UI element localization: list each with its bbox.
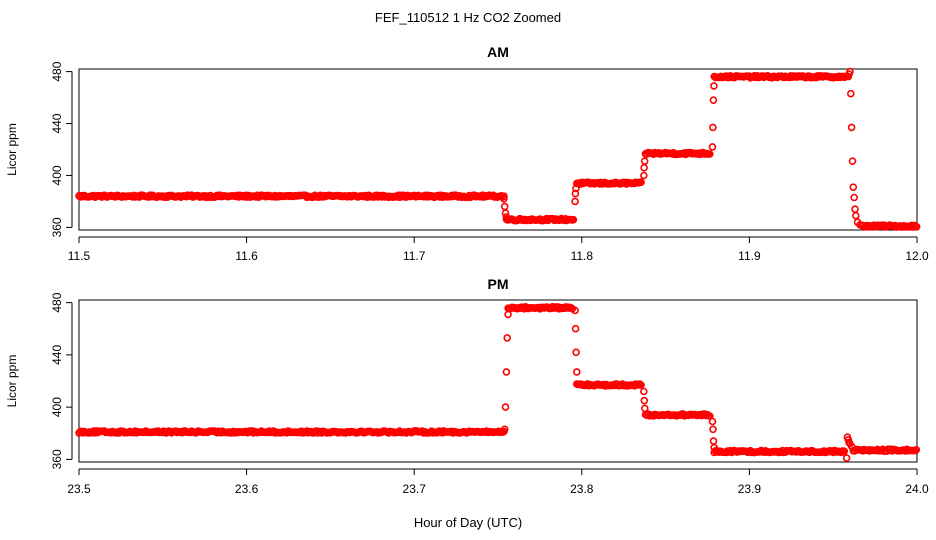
y-tick-label: 400	[50, 397, 64, 417]
y-tick-label: 440	[50, 113, 64, 133]
data-point	[640, 396, 649, 405]
x-tick-label: 12.0	[905, 249, 929, 263]
y-tick-label: 360	[50, 217, 64, 237]
x-tick-label: 11.5	[68, 249, 91, 263]
data-point	[500, 202, 509, 211]
data-point	[502, 368, 511, 376]
data-point	[640, 157, 649, 165]
data-series	[75, 302, 921, 462]
panel-am: AM 11.5 11.6 11.7 11.8 11.9 12.0 360 400 440 480 Li…	[5, 44, 929, 263]
panel-title: PM	[488, 276, 509, 292]
x-tick-label: 23.5	[67, 482, 91, 496]
x-tick-label: 24.0	[905, 482, 929, 496]
data-point	[708, 143, 717, 151]
data-point	[705, 150, 714, 158]
data-point	[637, 381, 645, 389]
data-point	[710, 82, 718, 90]
data-point	[572, 368, 581, 376]
x-tick-label: 11.8	[571, 249, 594, 263]
data-point	[502, 213, 511, 221]
y-tick-label: 400	[50, 165, 64, 185]
data-point	[500, 192, 508, 200]
panel-title: AM	[487, 44, 509, 60]
figure-title: FEF_110512 1 Hz CO2 Zoomed	[375, 10, 561, 25]
y-tick-label: 480	[50, 61, 64, 81]
x-tick-label: 23.6	[235, 482, 259, 496]
x-tick-label: 23.8	[570, 482, 594, 496]
data-point	[709, 425, 717, 434]
data-point	[571, 324, 580, 333]
data-point	[571, 306, 579, 315]
data-point	[709, 123, 717, 132]
x-tick-label: 23.9	[738, 482, 762, 496]
plot-frame	[78, 299, 918, 463]
data-point	[571, 189, 580, 198]
data-point	[840, 447, 849, 456]
data-point	[848, 157, 857, 165]
data-series	[75, 67, 921, 231]
data-point	[849, 183, 858, 191]
figure-xlabel: Hour of Day (UTC)	[414, 515, 522, 530]
data-point	[504, 310, 512, 319]
data-point	[709, 96, 718, 104]
data-point	[856, 221, 864, 229]
data-point	[572, 184, 580, 193]
data-point	[846, 89, 855, 98]
data-point	[846, 67, 854, 76]
data-point	[639, 387, 648, 396]
x-tick-label: 11.7	[403, 249, 426, 263]
data-point	[500, 425, 509, 434]
data-point	[501, 209, 510, 217]
data-point	[851, 211, 860, 220]
data-point	[708, 417, 717, 426]
y-tick-label: 480	[50, 292, 64, 312]
data-point	[847, 442, 856, 451]
x-tick-label: 11.9	[738, 249, 761, 263]
data-point	[569, 215, 578, 224]
y-tick-label: 360	[50, 449, 64, 469]
data-point	[639, 171, 648, 180]
y-tick-label: 440	[50, 345, 64, 365]
x-tick-label: 23.7	[403, 482, 427, 496]
plot-frame	[78, 68, 918, 231]
data-point	[710, 443, 719, 452]
x-tick-label: 11.6	[235, 249, 258, 263]
data-point	[500, 195, 508, 203]
data-point	[850, 193, 859, 202]
y-axis-label: Licor ppm	[5, 355, 19, 408]
data-point	[503, 334, 512, 342]
panel-pm: PM 23.5 23.6 23.7 23.8 23.9 24.0 360 400 440 480 Li…	[5, 276, 929, 496]
data-point	[572, 348, 580, 357]
y-axis-label: Licor ppm	[5, 123, 19, 176]
data-point	[637, 178, 645, 186]
data-point	[501, 403, 510, 411]
data-point	[912, 445, 921, 454]
data-point	[640, 163, 648, 172]
data-point	[847, 123, 856, 132]
data-point	[640, 404, 649, 413]
data-point	[571, 197, 579, 206]
data-point	[709, 437, 718, 445]
data-point	[851, 205, 859, 213]
data-point	[912, 223, 921, 231]
data-point	[842, 454, 851, 462]
